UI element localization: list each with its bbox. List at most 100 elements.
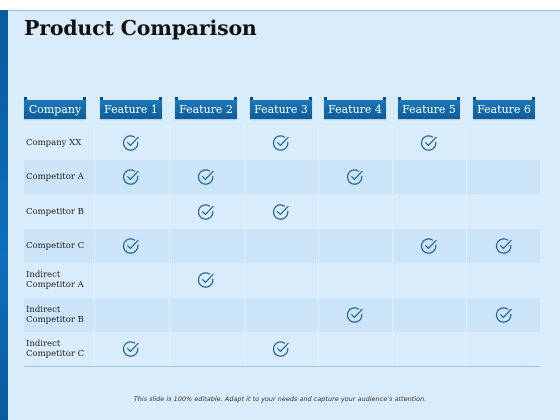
row-label: Competitor B — [26, 206, 84, 217]
header-feature-2: Feature 2 — [175, 97, 237, 119]
column-separator — [466, 297, 467, 332]
check-circle-icon — [197, 203, 215, 221]
table-cell — [321, 229, 389, 263]
table-cell — [321, 298, 389, 332]
column-separator — [392, 228, 393, 263]
table-cell — [321, 332, 389, 366]
table-row: Competitor C — [24, 228, 540, 263]
column-separator — [94, 263, 95, 298]
column-separator — [318, 228, 319, 263]
row-label: Company XX — [26, 138, 82, 148]
column-separator — [94, 126, 95, 160]
column-separator — [244, 263, 245, 298]
column-separator — [244, 194, 245, 229]
column-separator — [392, 160, 393, 195]
row-label: Competitor C — [26, 240, 85, 251]
row-label: Indirect Competitor B — [26, 304, 84, 325]
column-separator — [392, 263, 393, 298]
column-separator — [466, 228, 467, 263]
table-header: Company Feature 1 Feature 2 Feature 3 Fe… — [0, 97, 560, 120]
table-cell — [395, 263, 463, 297]
table-cell — [172, 229, 240, 263]
row-label: Indirect Competitor A — [26, 270, 84, 291]
table-cell — [470, 229, 538, 263]
table-row: Indirect Competitor C — [24, 331, 540, 366]
column-separator — [392, 297, 393, 332]
column-separator — [169, 126, 170, 160]
header-feature-1: Feature 1 — [100, 97, 162, 119]
table-cell — [470, 126, 538, 160]
column-separator — [244, 126, 245, 160]
table-cell — [395, 195, 463, 229]
check-circle-icon — [420, 134, 438, 152]
table-cell — [247, 126, 315, 160]
column-separator — [466, 331, 467, 366]
left-accent-bar — [0, 10, 8, 420]
column-separator — [392, 331, 393, 366]
column-separator — [466, 263, 467, 298]
table-cell — [395, 298, 463, 332]
check-circle-icon — [272, 134, 290, 152]
page-title: Product Comparison — [24, 16, 257, 40]
table-cell — [321, 126, 389, 160]
check-circle-icon — [272, 203, 290, 221]
column-separator — [318, 297, 319, 332]
check-circle-icon — [495, 237, 513, 255]
table-cell — [247, 160, 315, 194]
table-cell — [247, 332, 315, 366]
table-cell — [470, 298, 538, 332]
table-cell — [172, 160, 240, 194]
column-separator — [466, 194, 467, 229]
column-separator — [244, 297, 245, 332]
table-cell — [470, 160, 538, 194]
table-cell — [395, 229, 463, 263]
table-row: Competitor B — [24, 194, 540, 229]
column-separator — [94, 194, 95, 229]
table-cell — [247, 195, 315, 229]
table-cell — [97, 229, 165, 263]
column-separator — [392, 194, 393, 229]
table-cell — [97, 332, 165, 366]
column-separator — [318, 263, 319, 298]
column-separator — [244, 160, 245, 195]
table-cell — [97, 160, 165, 194]
column-separator — [318, 194, 319, 229]
table-cell — [97, 195, 165, 229]
top-strip — [0, 0, 560, 10]
column-separator — [392, 126, 393, 160]
table-cell — [172, 126, 240, 160]
table-cell — [172, 298, 240, 332]
table-row: Company XX — [24, 126, 540, 160]
row-label: Competitor A — [26, 172, 84, 183]
footer-note: This slide is 100% editable. Adapt it to… — [133, 395, 427, 403]
check-circle-icon — [197, 271, 215, 289]
check-circle-icon — [272, 340, 290, 358]
check-circle-icon — [122, 168, 140, 186]
table-cell — [321, 195, 389, 229]
table-cell — [470, 263, 538, 297]
header-feature-5: Feature 5 — [398, 97, 460, 119]
column-separator — [318, 160, 319, 195]
table-cell — [395, 126, 463, 160]
header-company: Company — [24, 97, 86, 119]
table-cell — [470, 195, 538, 229]
check-circle-icon — [346, 168, 364, 186]
check-circle-icon — [197, 168, 215, 186]
column-separator — [466, 160, 467, 195]
check-circle-icon — [420, 237, 438, 255]
column-separator — [169, 263, 170, 298]
table-cell — [321, 263, 389, 297]
header-feature-3: Feature 3 — [250, 97, 312, 119]
table-row: Indirect Competitor A — [24, 263, 540, 298]
check-circle-icon — [346, 306, 364, 324]
column-separator — [169, 331, 170, 366]
check-circle-icon — [495, 306, 513, 324]
column-separator — [169, 194, 170, 229]
table-cell — [247, 298, 315, 332]
row-label: Indirect Competitor C — [26, 338, 85, 359]
table-cell — [172, 263, 240, 297]
table-cell — [97, 263, 165, 297]
table-cell — [172, 195, 240, 229]
column-separator — [244, 331, 245, 366]
